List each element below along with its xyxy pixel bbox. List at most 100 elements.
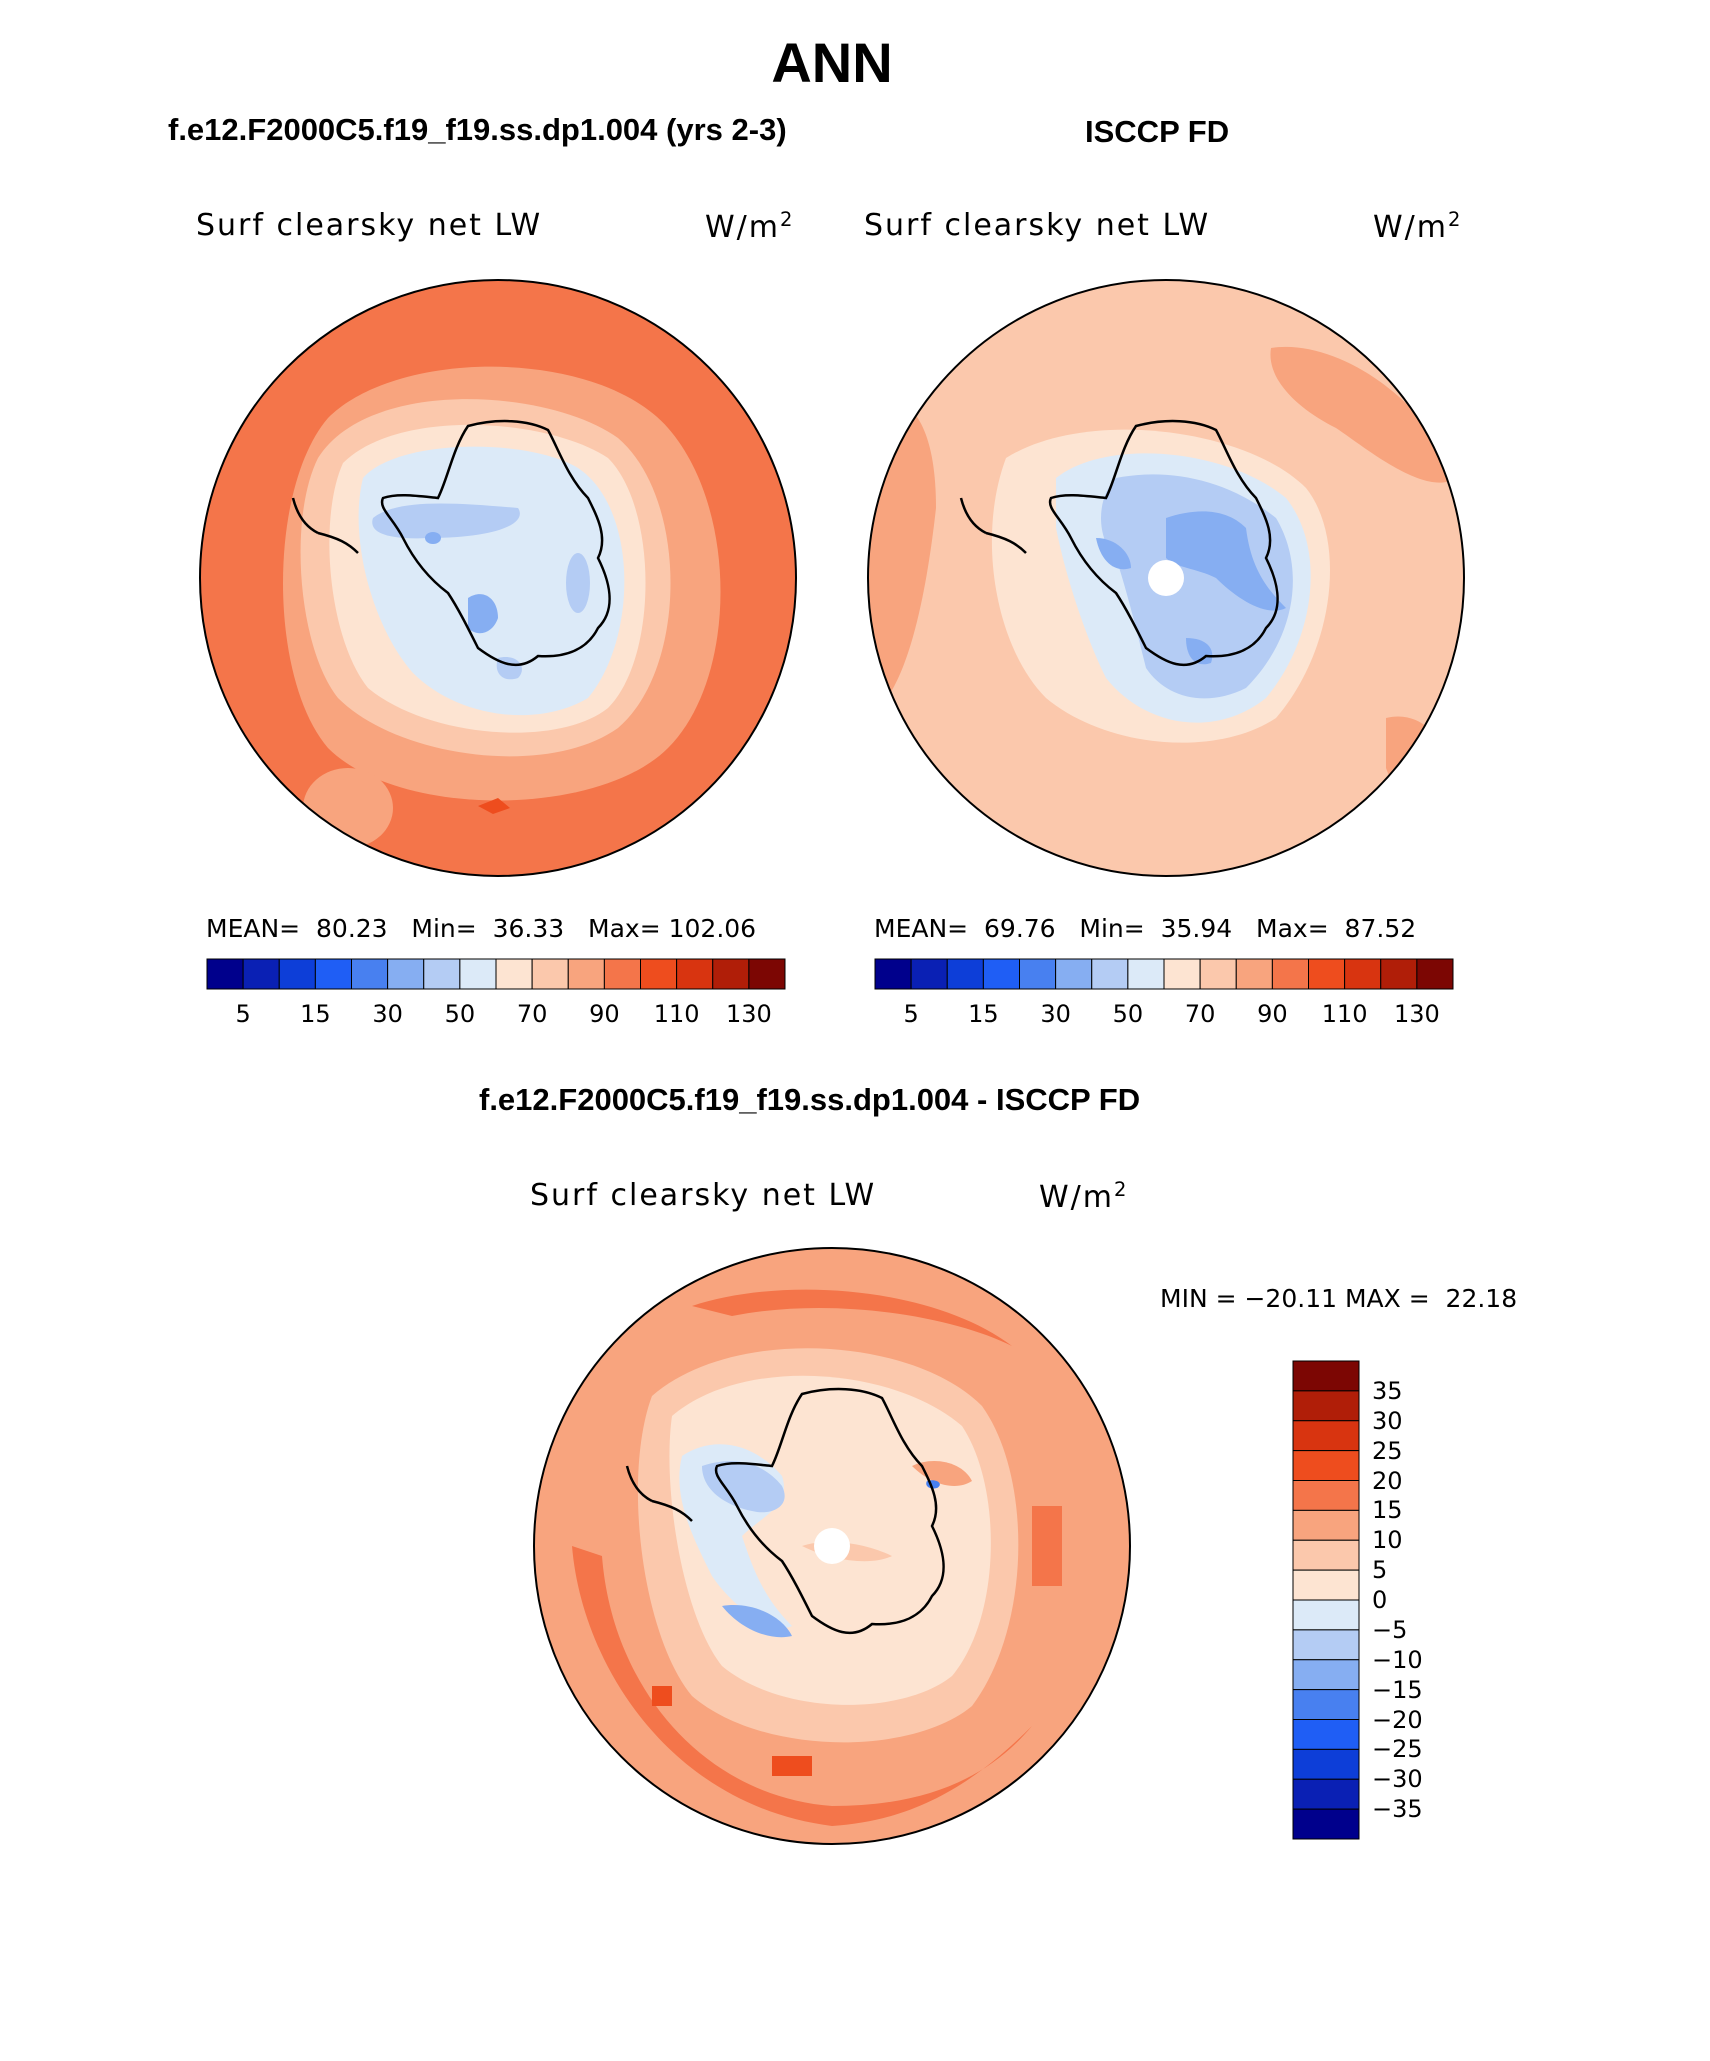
obs-colorbar-swatch bbox=[1235, 958, 1273, 990]
model-stats: MEAN= 80.23 Min= 36.33 Max= 102.06 bbox=[206, 914, 757, 943]
diff-colorbar-swatch bbox=[1292, 1659, 1360, 1691]
model-colorbar bbox=[206, 958, 786, 990]
model-colorbar-tick-label: 90 bbox=[589, 1000, 620, 1028]
obs-colorbar-tick-label: 30 bbox=[1040, 1000, 1071, 1028]
obs-units-exp: 2 bbox=[1448, 208, 1463, 231]
diff-colorbar-swatch bbox=[1292, 1450, 1360, 1481]
model-colorbar-tick-label: 130 bbox=[725, 1000, 772, 1028]
model-colorbar-swatch bbox=[748, 958, 786, 990]
diff-colorbar-swatch bbox=[1292, 1360, 1360, 1392]
figure-title: ANN bbox=[771, 31, 893, 94]
model-units-label: W/m2 bbox=[705, 208, 794, 245]
obs-polar-map bbox=[867, 279, 1465, 877]
obs-colorbar-swatch bbox=[1199, 958, 1237, 990]
diff-units-base: W/m bbox=[1039, 1180, 1114, 1215]
diff-colorbar-swatch bbox=[1292, 1599, 1360, 1631]
diff-colorbar-swatch bbox=[1292, 1689, 1360, 1720]
obs-colorbar-tick-label: 90 bbox=[1257, 1000, 1288, 1028]
diff-colorbar-tick-label: −10 bbox=[1372, 1645, 1423, 1674]
obs-colorbar-swatch bbox=[982, 958, 1020, 990]
model-colorbar-swatch bbox=[314, 958, 352, 990]
obs-colorbar-tick-label: 50 bbox=[1112, 1000, 1144, 1028]
diff-colorbar-tick-label: 30 bbox=[1372, 1406, 1403, 1435]
diff-colorbar-swatch bbox=[1292, 1719, 1360, 1750]
diff-colorbar-tick-label: −15 bbox=[1372, 1675, 1423, 1704]
diff-colorbar-swatch bbox=[1292, 1539, 1360, 1571]
model-colorbar-tick-label: 15 bbox=[300, 1000, 331, 1028]
diff-colorbar-swatch bbox=[1292, 1480, 1360, 1511]
diff-stats: MIN = −20.11 MAX = 22.18 bbox=[1160, 1284, 1518, 1313]
model-colorbar-swatch bbox=[495, 958, 533, 990]
model-colorbar-swatch bbox=[206, 958, 244, 990]
model-variable-label: Surf clearsky net LW bbox=[196, 208, 543, 243]
obs-colorbar-swatch bbox=[1308, 958, 1346, 990]
obs-colorbar-swatch bbox=[1091, 958, 1129, 990]
diff-colorbar-tick-label: −20 bbox=[1372, 1705, 1423, 1734]
diff-colorbar-swatch bbox=[1292, 1748, 1360, 1780]
obs-colorbar-swatch bbox=[1344, 958, 1382, 990]
obs-variable-label: Surf clearsky net LW bbox=[864, 208, 1211, 243]
diff-colorbar-tick-label: 20 bbox=[1372, 1466, 1403, 1495]
obs-colorbar-swatch bbox=[1416, 958, 1454, 990]
model-units-base: W/m bbox=[705, 210, 780, 245]
model-colorbar-swatch bbox=[676, 958, 714, 990]
model-colorbar-swatch bbox=[712, 958, 750, 990]
obs-colorbar-swatch bbox=[874, 958, 912, 990]
obs-colorbar-swatch bbox=[1163, 958, 1201, 990]
model-colorbar-swatch bbox=[278, 958, 316, 990]
diff-colorbar-tick-label: 25 bbox=[1372, 1436, 1403, 1465]
model-colorbar-tick-label: 30 bbox=[372, 1000, 403, 1028]
diff-colorbar-tick-label: 15 bbox=[1372, 1496, 1403, 1525]
diff-variable-label: Surf clearsky net LW bbox=[530, 1178, 877, 1213]
obs-colorbar-tick-label: 15 bbox=[968, 1000, 999, 1028]
diff-colorbar-tick-label: 35 bbox=[1372, 1376, 1403, 1405]
model-colorbar-swatch bbox=[640, 958, 678, 990]
obs-colorbar-swatch bbox=[1271, 958, 1309, 990]
obs-colorbar-tick-label: 70 bbox=[1184, 1000, 1216, 1028]
obs-stats: MEAN= 69.76 Min= 35.94 Max= 87.52 bbox=[874, 914, 1417, 943]
obs-colorbar bbox=[874, 958, 1454, 990]
diff-colorbar-swatch bbox=[1292, 1420, 1360, 1452]
model-colorbar-swatch bbox=[567, 958, 605, 990]
diff-colorbar-swatch bbox=[1292, 1509, 1360, 1541]
obs-units-base: W/m bbox=[1373, 210, 1448, 245]
model-colorbar-tick-label: 5 bbox=[235, 1000, 251, 1028]
diff-colorbar-tick-label: −30 bbox=[1372, 1765, 1423, 1794]
obs-colorbar-swatch bbox=[946, 958, 984, 990]
diff-colorbar bbox=[1292, 1360, 1360, 1840]
obs-colorbar-swatch bbox=[910, 958, 948, 990]
diff-units-label: W/m2 bbox=[1039, 1178, 1128, 1215]
diff-colorbar-tick-label: 5 bbox=[1372, 1556, 1388, 1585]
diff-colorbar-tick-label: −25 bbox=[1372, 1735, 1423, 1764]
diff-colorbar-swatch bbox=[1292, 1569, 1360, 1601]
diff-colorbar-tick-label: −5 bbox=[1372, 1615, 1408, 1644]
diff-colorbar-swatch bbox=[1292, 1629, 1360, 1661]
diff-colorbar-swatch bbox=[1292, 1778, 1360, 1810]
model-polar-map bbox=[199, 279, 797, 877]
obs-units-label: W/m2 bbox=[1373, 208, 1462, 245]
obs-colorbar-tick-label: 110 bbox=[1321, 1000, 1368, 1028]
model-colorbar-labels: 5 15 30 50 70 90 110 130 bbox=[206, 1000, 786, 1030]
model-panel-title: f.e12.F2000C5.f19_f19.ss.dp1.004 (yrs 2-… bbox=[168, 112, 787, 147]
model-colorbar-swatch bbox=[603, 958, 641, 990]
diff-colorbar-swatch bbox=[1292, 1808, 1360, 1840]
model-colorbar-swatch bbox=[351, 958, 389, 990]
obs-colorbar-swatch bbox=[1380, 958, 1418, 990]
diff-colorbar-tick-label: 10 bbox=[1372, 1526, 1403, 1555]
model-colorbar-tick-label: 70 bbox=[516, 1000, 548, 1028]
diff-colorbar-tick-label: 0 bbox=[1372, 1586, 1388, 1614]
obs-colorbar-tick-label: 130 bbox=[1393, 1000, 1440, 1028]
diff-units-exp: 2 bbox=[1114, 1178, 1129, 1201]
obs-panel-title: ISCCP FD bbox=[1085, 114, 1230, 149]
obs-colorbar-labels: 5 15 30 50 70 90 110 130 bbox=[874, 1000, 1454, 1030]
obs-colorbar-swatch bbox=[1055, 958, 1093, 990]
diff-panel-title: f.e12.F2000C5.f19_f19.ss.dp1.004 - ISCCP… bbox=[479, 1082, 1141, 1117]
obs-colorbar-swatch bbox=[1127, 958, 1165, 990]
diff-polar-map bbox=[533, 1247, 1131, 1845]
model-colorbar-swatch bbox=[423, 958, 461, 990]
diff-colorbar-swatch bbox=[1292, 1390, 1360, 1422]
obs-colorbar-tick-label: 5 bbox=[903, 1000, 919, 1028]
model-units-exp: 2 bbox=[780, 208, 795, 231]
model-colorbar-tick-label: 50 bbox=[444, 1000, 476, 1028]
model-colorbar-swatch bbox=[531, 958, 569, 990]
